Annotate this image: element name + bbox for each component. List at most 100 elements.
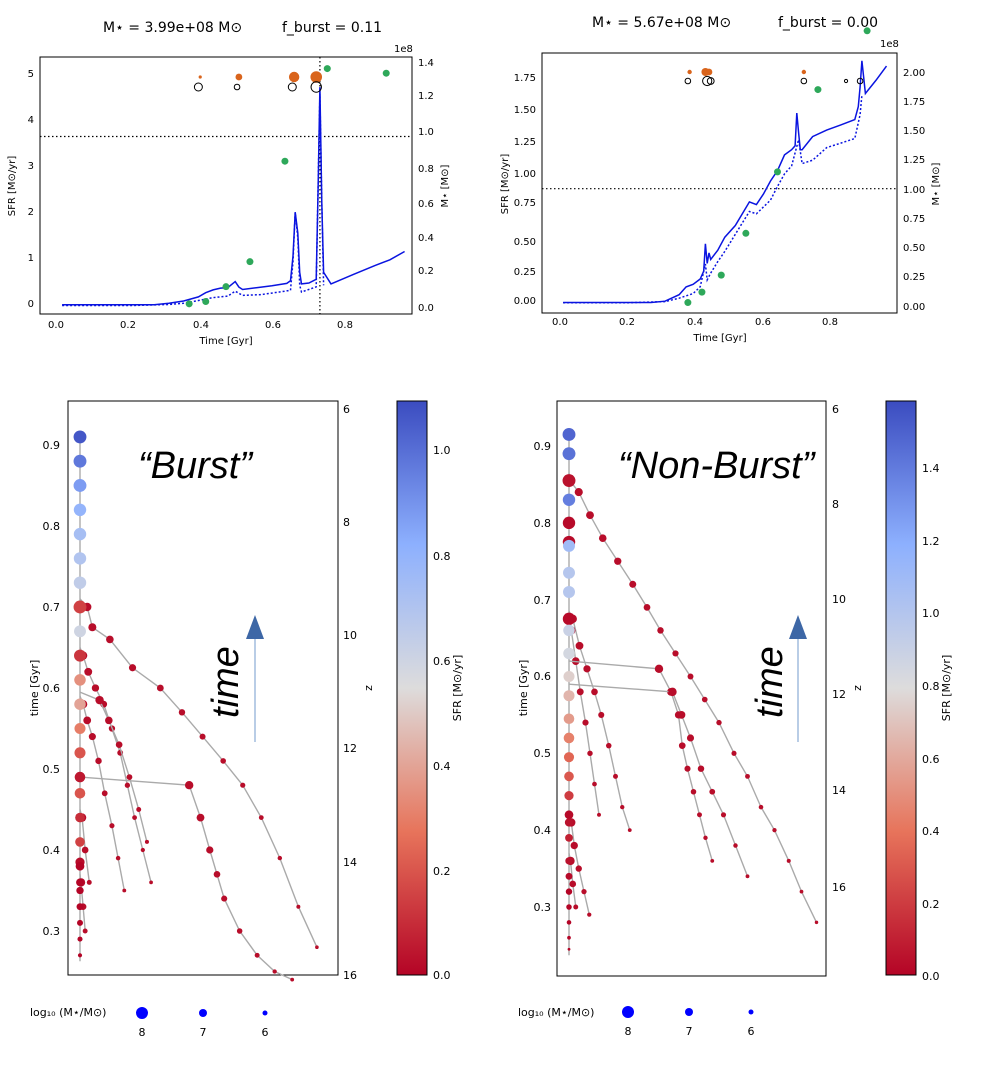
top-right-y-tick: 1.50 — [514, 105, 536, 116]
top-left-y-tick: 0 — [28, 299, 34, 310]
progenitor-halo — [221, 895, 228, 902]
main-branch-halo — [74, 771, 86, 783]
progenitor-halo — [758, 804, 764, 810]
progenitor-halo — [654, 664, 664, 674]
progenitor-halo — [122, 888, 127, 893]
legend-value: 7 — [200, 1026, 207, 1039]
merger-marker — [705, 68, 713, 76]
top-right-x-tick: 0.2 — [619, 317, 635, 328]
main-branch-halo — [563, 713, 575, 725]
progenitor-halo — [184, 781, 194, 790]
bottom-right-ylabel: time [Gyr] — [517, 660, 530, 717]
legend-value: 8 — [625, 1025, 632, 1038]
progenitor-branch-line — [568, 622, 600, 815]
top-left-y2-tick: 0.4 — [418, 233, 434, 244]
top-left-y-tick: 5 — [28, 69, 34, 80]
top-left-right-exponent: 1e8 — [394, 44, 413, 55]
main-branch-halo — [73, 527, 87, 541]
bottom-left-y-tick: 0.8 — [43, 520, 61, 533]
main-branch-halo — [77, 936, 83, 942]
progenitor-halo — [575, 641, 584, 650]
progenitor-halo — [196, 813, 205, 822]
bottom-left-burst-label: “Burst” — [138, 445, 254, 487]
progenitor-branch-line — [568, 660, 713, 862]
bottom-right-z-ticks: 6 8 10 12 14 16 — [832, 403, 846, 894]
bottom-right-merger-tree — [562, 428, 819, 956]
main-branch-halo — [564, 810, 574, 820]
progenitor-halo — [668, 687, 677, 697]
progenitor-halo — [731, 750, 737, 756]
progenitor-halo — [720, 812, 727, 818]
top-right-y2-tick: 0.75 — [903, 214, 925, 225]
bottom-right-time-arrow — [789, 615, 807, 742]
main-branch-halo — [73, 600, 87, 614]
merger-open-marker — [843, 78, 849, 84]
progenitor-halo — [690, 788, 697, 795]
bottom-left-colorbar — [396, 400, 428, 976]
bottom-right-z-tick: 8 — [832, 498, 839, 511]
bottom-left-y-tick: 0.5 — [43, 763, 61, 776]
main-branch-halo — [564, 818, 574, 827]
colorbar-tick: 0.8 — [433, 550, 451, 563]
top-right-x-tick: 0.8 — [822, 317, 838, 328]
progenitor-point — [202, 297, 210, 305]
progenitor-halo — [105, 716, 113, 725]
progenitor-halo — [136, 807, 142, 812]
top-right-y2-tick: 1.75 — [903, 97, 925, 108]
progenitor-halo — [597, 812, 601, 817]
top-right-panel: M⋆ = 5.67e+08 M⊙ f_burst = 0.00 1e8 0.0 … — [500, 15, 942, 344]
legend-label: log₁₀ (M⋆/M⊙) — [518, 1006, 594, 1019]
progenitor-halo — [84, 667, 93, 676]
main-branch-halo — [75, 812, 85, 823]
merger-open-marker — [233, 83, 241, 91]
legend-value: 7 — [686, 1025, 693, 1038]
main-branch-halo — [74, 722, 86, 735]
main-branch-halo — [563, 752, 575, 763]
main-branch-halo — [74, 625, 86, 638]
progenitor-point — [742, 229, 750, 237]
top-right-y2-tick: 2.00 — [903, 68, 925, 79]
progenitor-halo — [569, 880, 577, 888]
progenitor-halo — [254, 952, 260, 958]
bottom-left-time-arrow — [246, 615, 264, 742]
progenitor-point — [382, 69, 390, 77]
main-branch-halo — [74, 788, 86, 799]
top-right-y-ticks: 0.00 0.25 0.50 0.75 1.00 1.25 1.50 1.75 — [514, 73, 536, 307]
colorbar-tick: 0.8 — [922, 680, 940, 693]
top-right-y2label: M⋆ [M⊙] — [931, 162, 942, 205]
main-branch-halo — [565, 857, 573, 865]
progenitor-halo — [677, 711, 686, 719]
bottom-left-z-tick: 14 — [343, 856, 357, 869]
progenitor-halo — [710, 859, 715, 863]
main-branch-halo — [563, 647, 575, 660]
colorbar-tick: 0.4 — [922, 825, 940, 838]
progenitor-point — [773, 168, 781, 176]
main-branch-halo — [565, 833, 573, 842]
bottom-left-ylabel: time [Gyr] — [28, 660, 41, 717]
bottom-left-time-label: time — [205, 646, 247, 718]
bottom-right-axes-frame — [556, 400, 827, 977]
bottom-left-z-tick: 10 — [343, 629, 357, 642]
top-right-y2-tick: 1.50 — [903, 126, 925, 137]
bottom-left-y-tick: 0.4 — [43, 844, 61, 857]
main-branch-halo — [562, 447, 576, 461]
progenitor-halo — [678, 742, 686, 749]
merger-marker — [687, 69, 692, 75]
progenitor-halo — [206, 846, 214, 854]
bottom-left-z-ticks: 6 8 10 12 14 16 — [343, 403, 357, 982]
progenitor-halo — [88, 733, 96, 741]
merger-open-marker — [702, 75, 713, 87]
progenitor-halo — [703, 835, 708, 841]
progenitor-halo — [149, 880, 153, 885]
progenitor-halo — [82, 928, 88, 934]
merger-open-marker — [800, 77, 808, 85]
top-left-y-tick: 1 — [28, 253, 34, 264]
progenitor-halo — [140, 847, 145, 853]
progenitor-halo — [686, 734, 695, 742]
colorbar-tick: 0.2 — [433, 865, 451, 878]
progenitor-branch-line — [79, 691, 148, 843]
progenitor-point — [698, 288, 706, 296]
top-right-x-ticks: 0.0 0.2 0.4 0.6 0.8 — [552, 317, 838, 328]
bottom-left-colorbar-ticks: 0.0 0.2 0.4 0.6 0.8 1.0 — [433, 444, 451, 982]
bottom-right-y-tick: 0.3 — [534, 901, 552, 914]
